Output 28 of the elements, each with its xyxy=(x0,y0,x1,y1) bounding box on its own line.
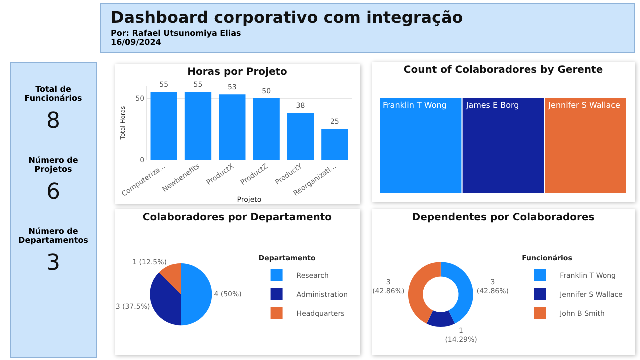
text: 3 xyxy=(46,251,62,276)
text: Total de Funcionários xyxy=(24,85,84,103)
bar xyxy=(219,94,246,160)
pie-slice xyxy=(150,272,182,326)
text: Count of Colaboradores by Gerente xyxy=(404,65,604,76)
bar xyxy=(287,113,314,160)
pie-slice xyxy=(181,264,212,326)
chart-title: Colaboradores por Departamento xyxy=(142,212,332,224)
chart-title: Horas por Projeto xyxy=(188,67,288,78)
category-label: James E Borg xyxy=(465,101,520,110)
category-label: Jennifer S Wallace xyxy=(548,101,621,110)
text: 16/09/2024 xyxy=(111,38,162,47)
bar xyxy=(322,129,348,160)
donut-slice xyxy=(408,262,441,324)
bar xyxy=(184,92,212,160)
chart-title: Dependentes por Colaboradores xyxy=(412,212,595,224)
text: Por: Rafael Utsunomiya Elias xyxy=(111,29,242,38)
text: Número de Departamentos xyxy=(18,227,90,245)
text: Dashboard corporativo com integração xyxy=(111,8,464,27)
text: 8 xyxy=(46,109,62,134)
text: 6 xyxy=(46,180,62,205)
category-label: Franklin T Wong xyxy=(383,101,447,110)
donut-slice xyxy=(440,262,474,324)
pie-slice xyxy=(159,264,182,295)
text: Número de Projetos xyxy=(28,156,80,174)
donut-slice xyxy=(426,310,456,327)
bar xyxy=(150,92,178,160)
bar xyxy=(253,98,280,160)
